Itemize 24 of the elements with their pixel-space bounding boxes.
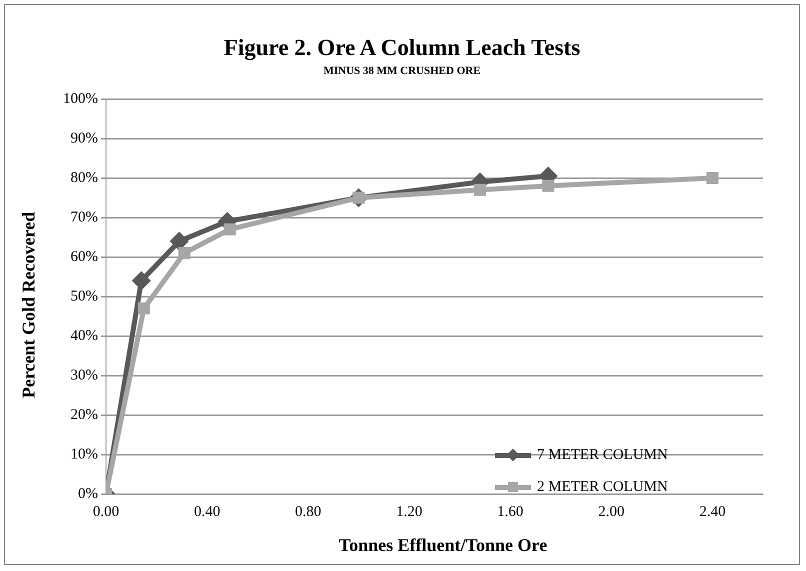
x-tick-label: 1.60 [497, 504, 524, 520]
y-tick-label: 100% [62, 90, 98, 107]
x-tick-label: 0.40 [194, 504, 220, 520]
x-tick-label: 0.80 [295, 504, 322, 520]
x-axis-title: Tonnes Effluent/Tonne Ore [338, 535, 548, 556]
y-tick-label: 80% [70, 170, 98, 186]
y-tick-label: 60% [70, 248, 98, 265]
legend-label: 7 METER COLUMN [537, 446, 668, 464]
y-tick-label: 0% [78, 486, 98, 502]
x-tick-label: 0.00 [92, 504, 120, 520]
x-tick-label: 2.40 [699, 504, 726, 520]
legend-label: 2 METER COLUMN [537, 478, 668, 496]
x-tick-label: 1.20 [396, 504, 422, 520]
y-tick-label: 50% [70, 288, 98, 304]
chart-title: Figure 2. Ore A Column Leach Tests [222, 35, 582, 61]
y-tick-label: 10% [70, 446, 98, 462]
y-tick-label: 20% [70, 406, 98, 423]
y-tick-label: 40% [70, 328, 98, 344]
y-axis-title: Percent Gold Recovered [18, 212, 40, 398]
y-tick-label: 30% [70, 367, 98, 384]
y-tick-label: 70% [70, 209, 98, 226]
y-tick-label: 90% [70, 130, 98, 146]
x-tick-label: 2.00 [598, 504, 625, 520]
chart-subtitle: MINUS 38 MM CRUSHED ORE [322, 65, 482, 77]
